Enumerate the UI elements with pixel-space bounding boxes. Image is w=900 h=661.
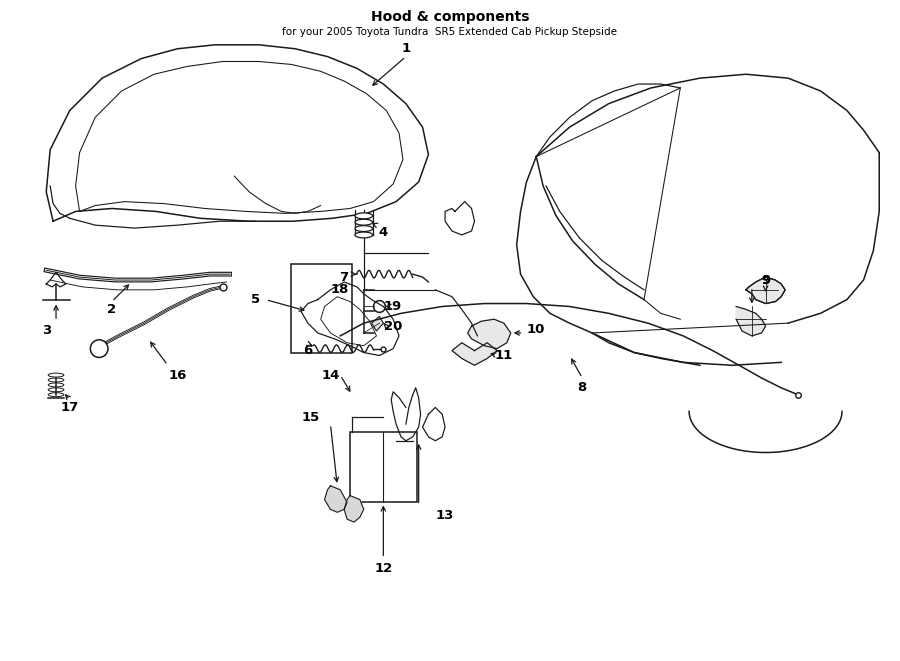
Text: 9: 9 bbox=[761, 274, 770, 286]
Text: 15: 15 bbox=[302, 410, 320, 424]
Text: 19: 19 bbox=[384, 300, 402, 313]
Text: 3: 3 bbox=[41, 325, 51, 338]
Ellipse shape bbox=[355, 232, 373, 238]
Polygon shape bbox=[325, 486, 347, 512]
Text: 4: 4 bbox=[379, 227, 388, 239]
Text: 6: 6 bbox=[303, 344, 312, 357]
Text: 2: 2 bbox=[107, 303, 116, 316]
Text: 16: 16 bbox=[168, 369, 186, 381]
Polygon shape bbox=[736, 307, 766, 336]
Circle shape bbox=[374, 301, 385, 313]
Text: 13: 13 bbox=[436, 509, 454, 522]
Ellipse shape bbox=[49, 373, 64, 377]
Text: 8: 8 bbox=[578, 381, 587, 395]
Polygon shape bbox=[344, 496, 364, 522]
Text: 7: 7 bbox=[339, 270, 348, 284]
Text: 14: 14 bbox=[321, 369, 339, 381]
Ellipse shape bbox=[49, 383, 64, 387]
Polygon shape bbox=[746, 277, 785, 303]
Polygon shape bbox=[452, 343, 497, 366]
Bar bbox=[350, 432, 417, 502]
Text: for your 2005 Toyota Tundra  SR5 Extended Cab Pickup Stepside: for your 2005 Toyota Tundra SR5 Extended… bbox=[283, 27, 617, 37]
Text: 9: 9 bbox=[761, 274, 770, 286]
Text: 1: 1 bbox=[401, 42, 410, 56]
Text: 11: 11 bbox=[495, 349, 513, 362]
Text: 17: 17 bbox=[60, 401, 79, 414]
Text: 18: 18 bbox=[331, 284, 349, 296]
Ellipse shape bbox=[355, 225, 373, 231]
Text: 10: 10 bbox=[527, 323, 545, 336]
Ellipse shape bbox=[355, 219, 373, 225]
Text: Hood & components: Hood & components bbox=[371, 11, 529, 24]
Circle shape bbox=[90, 340, 108, 358]
Ellipse shape bbox=[49, 378, 64, 382]
Text: 12: 12 bbox=[374, 562, 392, 574]
Ellipse shape bbox=[49, 393, 64, 397]
Bar bbox=[292, 264, 352, 352]
Polygon shape bbox=[372, 317, 383, 331]
Text: 5: 5 bbox=[251, 293, 260, 306]
Ellipse shape bbox=[355, 213, 373, 219]
Ellipse shape bbox=[49, 388, 64, 392]
Text: 20: 20 bbox=[384, 319, 402, 332]
Polygon shape bbox=[468, 319, 511, 348]
